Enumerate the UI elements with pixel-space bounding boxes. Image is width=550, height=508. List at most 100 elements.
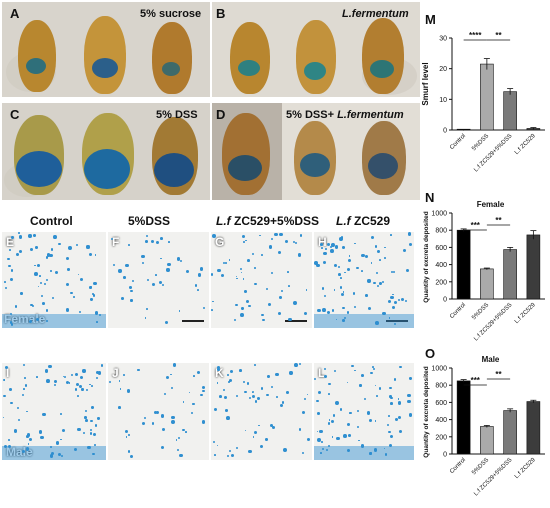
excreta-dot — [297, 253, 302, 257]
excreta-dot — [100, 364, 104, 368]
excreta-dot — [267, 302, 271, 307]
excreta-dot — [340, 236, 344, 239]
excreta-dot — [222, 261, 225, 264]
blue-gut-b2 — [304, 62, 326, 80]
excreta-well-k: K — [211, 363, 312, 460]
panel-label-k: K — [215, 366, 224, 380]
excreta-dot — [54, 270, 59, 275]
excreta-dot — [320, 246, 323, 249]
excreta-dot — [342, 306, 346, 310]
excreta-dot — [354, 242, 356, 245]
excreta-dot — [319, 430, 323, 434]
excreta-dot — [176, 449, 179, 452]
excreta-dot — [325, 248, 328, 251]
excreta-dot — [357, 409, 360, 412]
excreta-dot — [123, 374, 126, 376]
excreta-dot — [16, 407, 19, 410]
y-tick-label: 400 — [435, 262, 447, 269]
excreta-dot — [62, 375, 65, 378]
excreta-dot — [265, 288, 268, 291]
excreta-dot — [185, 431, 187, 433]
excreta-dot — [65, 308, 70, 312]
excreta-dot — [7, 445, 11, 449]
excreta-dot — [197, 288, 200, 291]
excreta-dot — [226, 454, 229, 458]
excreta-dot — [271, 425, 275, 429]
excreta-dot — [10, 323, 14, 326]
excreta-dot — [77, 273, 80, 276]
excreta-dot — [391, 305, 395, 310]
excreta-dot — [327, 422, 331, 425]
row-label-female: Female — [4, 312, 46, 326]
excreta-dot — [254, 430, 258, 434]
excreta-dot — [251, 390, 254, 393]
excreta-dot — [61, 455, 64, 458]
excreta-dot — [346, 311, 350, 315]
excreta-dot — [21, 449, 26, 454]
excreta-dot — [366, 411, 371, 415]
excreta-dot — [201, 420, 206, 424]
excreta-dot — [336, 436, 340, 441]
excreta-dot — [399, 365, 402, 369]
excreta-dot — [137, 369, 139, 371]
y-tick-label: 1000 — [431, 211, 447, 218]
excreta-dot — [63, 376, 66, 379]
excreta-dot — [270, 237, 273, 240]
excreta-dot — [182, 401, 185, 403]
excreta-dot — [245, 239, 247, 242]
excreta-dot — [38, 430, 43, 434]
excreta-dot — [169, 373, 172, 376]
excreta-dot — [222, 388, 226, 392]
excreta-dot — [26, 410, 29, 413]
excreta-dot — [170, 387, 173, 389]
excreta-dot — [94, 253, 97, 256]
excreta-dot — [138, 368, 141, 371]
excreta-dot — [8, 249, 11, 251]
excreta-dot — [275, 373, 279, 377]
excreta-dot — [339, 237, 344, 241]
excreta-dot — [228, 259, 231, 261]
excreta-dot — [212, 440, 215, 443]
excreta-dot — [199, 393, 203, 397]
excreta-dot — [253, 282, 257, 286]
excreta-dot — [94, 424, 98, 427]
excreta-dot — [79, 375, 83, 379]
excreta-dot — [363, 397, 367, 401]
excreta-dot — [9, 321, 12, 324]
excreta-dot — [388, 395, 392, 398]
excreta-dot — [248, 304, 251, 308]
excreta-dot — [270, 271, 273, 274]
excreta-dot — [398, 429, 403, 434]
excreta-dot — [251, 391, 254, 394]
y-tick-label: 200 — [435, 279, 447, 286]
excreta-dot — [42, 413, 46, 417]
excreta-dot — [38, 274, 41, 277]
excreta-dot — [89, 286, 92, 289]
dense-dye-band — [2, 314, 106, 328]
excreta-dot — [246, 259, 250, 263]
excreta-dot — [388, 317, 391, 319]
excreta-dot — [160, 236, 164, 240]
excreta-dot — [226, 415, 230, 420]
excreta-dot — [53, 235, 58, 239]
excreta-dot — [2, 378, 6, 382]
excreta-dot — [18, 250, 22, 254]
excreta-dot — [30, 247, 34, 251]
excreta-dot — [155, 274, 157, 276]
excreta-dot — [330, 249, 334, 253]
excreta-well-g: G — [211, 232, 312, 328]
excreta-dot — [46, 278, 49, 281]
excreta-dot — [18, 232, 21, 234]
excreta-dot — [14, 304, 18, 308]
blue-gut-b1 — [238, 60, 260, 76]
panel-title-b: L.fermentum — [342, 8, 409, 20]
excreta-dot — [281, 290, 284, 293]
x-tick-label: Control — [449, 133, 467, 151]
excreta-dot — [41, 295, 44, 298]
excreta-dot — [388, 414, 391, 417]
bar — [456, 229, 471, 300]
excreta-dot — [125, 436, 128, 439]
excreta-dot — [372, 366, 374, 369]
excreta-dot — [145, 234, 148, 237]
excreta-dot — [87, 445, 91, 450]
